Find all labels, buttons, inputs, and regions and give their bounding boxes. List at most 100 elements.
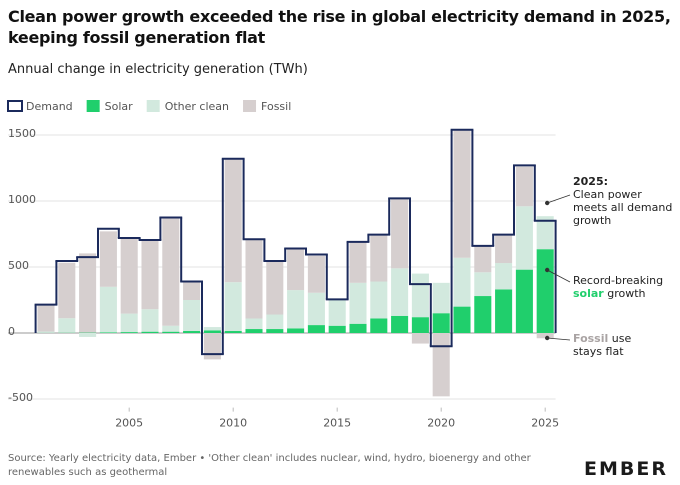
x-tick-label: 2010 bbox=[219, 417, 247, 430]
bar bbox=[391, 198, 409, 269]
chart-subtitle: Annual change in electricity generation … bbox=[8, 62, 308, 77]
annotation-dot bbox=[545, 267, 550, 273]
legend-swatch bbox=[7, 100, 23, 112]
bar bbox=[287, 290, 305, 329]
bar bbox=[453, 129, 471, 258]
bar bbox=[474, 296, 492, 333]
bar bbox=[536, 249, 554, 333]
bar bbox=[224, 282, 242, 332]
bar bbox=[79, 253, 97, 333]
bar bbox=[453, 257, 471, 307]
legend-label: Other clean bbox=[165, 100, 229, 113]
bar bbox=[349, 282, 367, 324]
bar bbox=[536, 333, 554, 339]
bar bbox=[287, 249, 305, 291]
bar bbox=[58, 262, 76, 319]
bar bbox=[536, 216, 554, 250]
y-tick-label: 0 bbox=[8, 325, 15, 338]
bar bbox=[287, 328, 305, 333]
bar bbox=[474, 272, 492, 297]
bar bbox=[453, 306, 471, 333]
bar bbox=[432, 313, 450, 333]
bar bbox=[307, 255, 325, 293]
bar bbox=[432, 333, 450, 397]
legend-label: Demand bbox=[26, 100, 73, 113]
x-tick-label: 2015 bbox=[323, 417, 351, 430]
bar bbox=[183, 281, 201, 300]
y-tick-label: -500 bbox=[8, 391, 33, 404]
annotation-text: Record-breaking bbox=[573, 274, 664, 287]
legend-label: Solar bbox=[105, 100, 134, 113]
bar bbox=[183, 331, 201, 333]
bar bbox=[162, 331, 180, 333]
bar bbox=[515, 206, 533, 270]
chart-title: Clean power growth exceeded the rise in … bbox=[8, 7, 671, 47]
annotation-leader bbox=[547, 194, 571, 204]
annotation-text: 2025: bbox=[573, 175, 609, 188]
bar bbox=[245, 329, 263, 333]
y-tick-label: 500 bbox=[8, 259, 29, 272]
annotation-text: solar bbox=[573, 287, 604, 300]
bar bbox=[328, 325, 346, 333]
bar bbox=[391, 315, 409, 333]
annotation-text: growth bbox=[607, 287, 646, 300]
annotation-text: Fossil bbox=[573, 332, 609, 345]
annotation-leader bbox=[547, 269, 571, 283]
y-tick-label: 1000 bbox=[8, 193, 36, 206]
bar bbox=[99, 231, 117, 287]
bar bbox=[515, 269, 533, 333]
bar bbox=[328, 300, 346, 326]
annotation: Fossil use stays flat bbox=[573, 332, 643, 358]
x-tick-label: 2025 bbox=[531, 417, 559, 430]
bar bbox=[432, 282, 450, 314]
bar bbox=[162, 217, 180, 326]
bar bbox=[162, 325, 180, 332]
y-tick-label: 1500 bbox=[8, 127, 36, 140]
bar bbox=[141, 331, 159, 333]
bar bbox=[141, 240, 159, 310]
bar bbox=[58, 318, 76, 333]
source-note: Source: Yearly electricity data, Ember •… bbox=[8, 453, 531, 478]
bar bbox=[495, 289, 513, 333]
bar bbox=[37, 305, 55, 332]
bar bbox=[307, 325, 325, 333]
bar bbox=[349, 323, 367, 333]
bar bbox=[474, 245, 492, 273]
bar bbox=[495, 263, 513, 290]
bar bbox=[120, 313, 138, 333]
bar bbox=[120, 332, 138, 333]
bar bbox=[370, 281, 388, 319]
bar bbox=[266, 329, 284, 333]
annotation: Record-breaking solar growth bbox=[573, 274, 673, 300]
legend-swatch bbox=[146, 100, 160, 112]
bar bbox=[203, 327, 221, 331]
bar bbox=[245, 239, 263, 319]
bar bbox=[391, 268, 409, 316]
legend-swatch bbox=[243, 100, 257, 112]
bar bbox=[370, 235, 388, 282]
bar bbox=[79, 333, 97, 337]
bar bbox=[203, 333, 221, 360]
annotation-text: use stays flat bbox=[573, 332, 632, 358]
legend-swatch bbox=[86, 100, 100, 112]
logo: EMBER bbox=[584, 458, 668, 480]
bar bbox=[349, 241, 367, 283]
bar bbox=[120, 238, 138, 314]
bar bbox=[307, 292, 325, 326]
bar bbox=[245, 318, 263, 330]
bar bbox=[99, 332, 117, 333]
annotation-text: Clean power meets all demand growth bbox=[573, 188, 673, 227]
annotation: 2025: Clean power meets all demand growth bbox=[573, 175, 673, 227]
bar bbox=[411, 317, 429, 333]
annotation-dot bbox=[545, 200, 550, 206]
legend-label: Fossil bbox=[261, 100, 291, 113]
bar bbox=[370, 318, 388, 333]
annotation-leader bbox=[547, 337, 571, 341]
bar bbox=[37, 331, 55, 333]
bar bbox=[266, 261, 284, 315]
annotation-dot bbox=[545, 335, 550, 341]
x-tick-label: 2005 bbox=[115, 417, 143, 430]
bar bbox=[183, 300, 201, 332]
